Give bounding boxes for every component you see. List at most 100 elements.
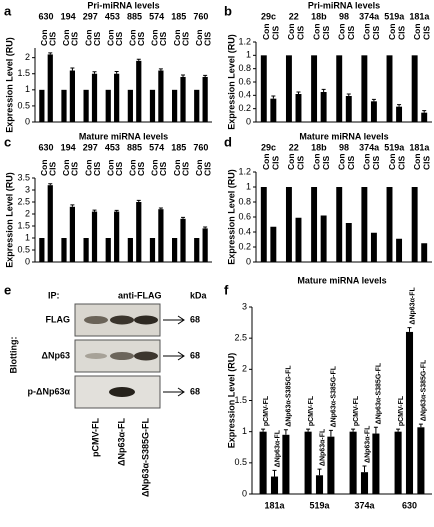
bar [39, 238, 45, 262]
x-tick-label: 98 [339, 142, 349, 152]
blot-band [110, 315, 134, 325]
bar-label: CIS [346, 156, 356, 171]
bar [345, 96, 352, 122]
error-bar [371, 98, 376, 102]
bar [370, 232, 377, 262]
x-tick-label: 574 [149, 142, 164, 152]
error-bar [48, 52, 53, 55]
error-bar [203, 74, 208, 77]
ip-label: IP: [48, 290, 60, 300]
bar [91, 211, 98, 262]
y-tick-label: 3 [242, 301, 247, 311]
bar-label: pCMV-FL [398, 395, 405, 426]
error-bar [396, 428, 401, 432]
bar-label: Con [362, 153, 372, 170]
bar [172, 238, 178, 262]
error-bar [136, 199, 141, 202]
bar [136, 60, 142, 122]
bar-label: ΔNp63α-FL [274, 429, 281, 467]
blot-panel: e IP: anti-FLAG kDa Blotting: FLAG ΔNp63… [4, 282, 208, 497]
error-bar [261, 428, 266, 432]
y-axis-label: Expression Level (RU) [226, 34, 236, 130]
kda-value: 68 [190, 350, 200, 360]
bar-label: CIS [396, 26, 406, 41]
x-tick-label: 18b [311, 11, 327, 21]
bar-label: CIS [421, 26, 431, 41]
error-bar [351, 428, 356, 432]
error-bar [114, 70, 119, 74]
error-bar [92, 209, 97, 212]
bar [360, 472, 369, 494]
bar-label: CIS [396, 156, 406, 171]
bar-label: Con [261, 23, 271, 40]
panel-letter: a [4, 3, 12, 18]
panel-letter: f [224, 282, 229, 297]
bar-label: ΔNp63α-FL [409, 287, 416, 325]
x-tick-label: 22 [289, 11, 299, 21]
y-tick-label: 2 [242, 364, 247, 374]
bar-label: pCMV-FL [353, 395, 360, 426]
error-bar [271, 95, 276, 99]
bar-label: CIS [158, 32, 168, 47]
x-tick-label: 185 [171, 142, 186, 152]
bar [361, 187, 368, 262]
blot-band [85, 353, 107, 359]
y-tick-label: 2.5 [234, 333, 247, 343]
bar [114, 73, 120, 122]
bar-label: ΔNp63α-FL [364, 425, 371, 463]
y-tick-label: 0.2 [238, 103, 251, 113]
bar [396, 106, 403, 122]
bar-label: Con [336, 23, 346, 40]
bar [336, 55, 343, 123]
kda-label: kDa [190, 290, 208, 300]
bar-label: Con [61, 159, 71, 176]
bar [136, 202, 142, 262]
bar [127, 89, 133, 122]
x-tick-label: 453 [105, 142, 120, 152]
error-bar [397, 104, 402, 107]
y-tick-label: 0.5 [17, 100, 30, 110]
bar [172, 89, 178, 122]
kda-value: 68 [190, 314, 200, 324]
bar-label: CIS [371, 26, 381, 41]
bar-label: CIS [296, 156, 306, 171]
bar-label: Con [387, 23, 397, 40]
y-tick-label: 1.5 [234, 395, 247, 405]
bar-label: Con [150, 159, 160, 176]
bar-label: Con [172, 159, 182, 176]
x-tick-label: 519a [384, 11, 405, 21]
bar [304, 431, 312, 494]
y-tick-label: 1 [246, 181, 251, 191]
bar-label: Con [128, 29, 138, 46]
bar [69, 206, 75, 262]
bar-label: CIS [180, 162, 190, 177]
error-bar [296, 91, 301, 94]
bar [421, 243, 428, 262]
bar-label: Con [412, 23, 422, 40]
bar-label: CIS [158, 162, 168, 177]
blot-row-label: FLAG [46, 314, 71, 324]
x-tick-label: 181a [409, 142, 430, 152]
error-bar [283, 429, 288, 435]
x-tick-label: 181a [264, 500, 285, 510]
arrow [163, 387, 185, 397]
bar [396, 238, 403, 262]
x-tick-label: 760 [193, 142, 208, 152]
x-tick-label: 98 [339, 11, 349, 21]
bar [311, 187, 318, 262]
y-tick-label: 1.5 [17, 68, 30, 78]
bar [194, 89, 200, 122]
y-tick-label: 1.2 [238, 36, 251, 46]
bar-label: Con [105, 29, 115, 46]
blot-row-label: p-ΔNp63α [27, 386, 70, 396]
y-tick-label: 0 [246, 256, 251, 266]
y-tick-label: 0 [242, 488, 247, 498]
y-tick-label: 3.5 [17, 172, 30, 182]
bar [285, 187, 292, 262]
bar-label: Con [286, 23, 296, 40]
bar-label: CIS [114, 162, 124, 177]
x-tick-label: 194 [61, 11, 76, 21]
bar [180, 76, 186, 122]
blot-band [84, 316, 108, 324]
